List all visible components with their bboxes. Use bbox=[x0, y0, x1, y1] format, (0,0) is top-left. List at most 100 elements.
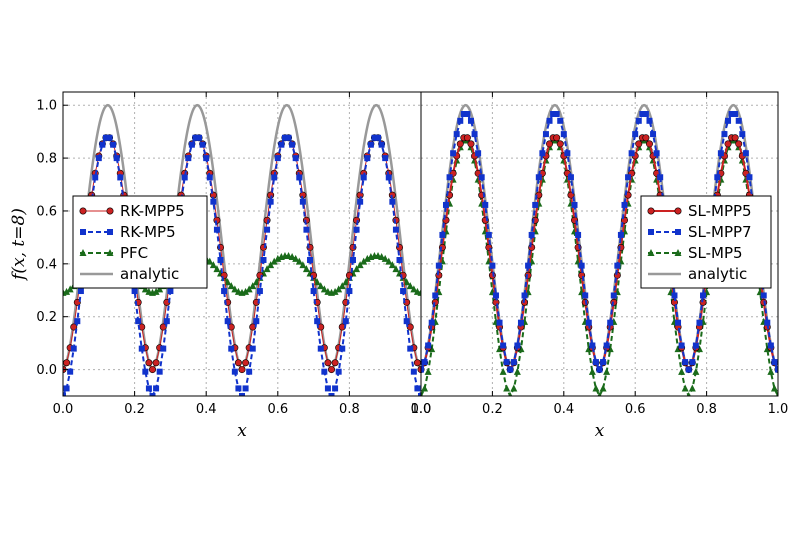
series-line bbox=[63, 136, 421, 396]
data-point bbox=[360, 257, 368, 265]
legend-label: analytic bbox=[120, 265, 179, 283]
legend-marker bbox=[106, 249, 114, 256]
data-point bbox=[599, 384, 607, 392]
data-point bbox=[546, 117, 553, 124]
data-point bbox=[242, 287, 250, 295]
data-point bbox=[578, 262, 585, 269]
data-point bbox=[403, 318, 410, 325]
data-point bbox=[639, 111, 646, 118]
x-tick-label: 0.4 bbox=[196, 402, 217, 417]
data-point bbox=[185, 155, 192, 162]
data-point bbox=[145, 359, 153, 367]
data-point bbox=[263, 265, 271, 273]
data-point bbox=[217, 256, 224, 263]
data-point bbox=[375, 134, 382, 141]
data-point bbox=[603, 342, 610, 349]
data-point bbox=[296, 174, 303, 181]
x-axis-label: x bbox=[237, 421, 247, 441]
data-point bbox=[642, 134, 650, 142]
data-point bbox=[560, 131, 567, 138]
data-point bbox=[221, 288, 228, 295]
data-point bbox=[492, 292, 499, 299]
data-point bbox=[331, 359, 339, 367]
data-point bbox=[307, 256, 314, 263]
data-point bbox=[152, 359, 160, 367]
legend-label: SL-MP5 bbox=[688, 244, 743, 262]
data-point bbox=[421, 366, 424, 373]
data-point bbox=[371, 134, 378, 141]
data-point bbox=[295, 257, 303, 265]
data-point bbox=[292, 254, 300, 262]
data-point bbox=[425, 342, 432, 349]
data-point bbox=[645, 140, 653, 148]
data-point bbox=[410, 368, 417, 375]
data-point bbox=[742, 150, 749, 157]
data-point bbox=[153, 385, 160, 392]
data-point bbox=[209, 261, 217, 269]
data-point bbox=[689, 359, 696, 366]
data-point bbox=[510, 384, 518, 392]
data-point bbox=[281, 134, 288, 141]
data-point bbox=[385, 174, 392, 181]
data-point bbox=[475, 150, 482, 157]
data-point bbox=[503, 384, 511, 392]
data-point bbox=[696, 319, 703, 326]
data-point bbox=[421, 384, 429, 392]
data-point bbox=[731, 134, 739, 142]
data-point bbox=[227, 282, 235, 290]
data-point bbox=[625, 174, 632, 181]
data-point bbox=[267, 198, 274, 205]
data-point bbox=[406, 282, 414, 290]
legend: SL-MPP5 SL-MPP7 SL-MP5 analytic bbox=[640, 195, 772, 289]
data-point bbox=[688, 384, 696, 392]
data-point bbox=[342, 318, 349, 325]
data-point bbox=[496, 319, 503, 326]
data-point bbox=[138, 345, 145, 352]
data-point bbox=[653, 150, 660, 157]
data-point bbox=[149, 393, 156, 396]
data-point bbox=[525, 262, 532, 269]
data-point bbox=[621, 201, 628, 208]
data-point bbox=[249, 345, 256, 352]
data-point bbox=[271, 174, 278, 181]
data-point bbox=[517, 319, 524, 326]
data-point bbox=[571, 201, 578, 208]
data-point bbox=[681, 384, 689, 392]
legend-label: SL-MPP7 bbox=[688, 223, 752, 241]
legend-label: RK-MP5 bbox=[120, 223, 176, 241]
data-point bbox=[396, 256, 403, 263]
data-point bbox=[328, 393, 335, 396]
data-point bbox=[92, 174, 99, 181]
data-point bbox=[278, 141, 285, 148]
data-point bbox=[700, 292, 707, 299]
data-point bbox=[349, 256, 356, 263]
axes-frame bbox=[420, 91, 779, 397]
data-point bbox=[156, 285, 164, 293]
data-point bbox=[242, 385, 249, 392]
data-point bbox=[767, 342, 774, 349]
data-point bbox=[507, 366, 514, 373]
x-tick-label: 0.6 bbox=[267, 402, 288, 417]
data-point bbox=[342, 278, 350, 286]
data-point bbox=[435, 262, 442, 269]
legend-marker bbox=[648, 229, 654, 235]
legend-marker bbox=[647, 249, 655, 256]
data-point bbox=[567, 174, 574, 181]
data-point bbox=[99, 141, 106, 148]
data-point bbox=[314, 318, 321, 325]
data-point bbox=[432, 292, 439, 299]
data-point bbox=[142, 368, 149, 375]
data-point bbox=[771, 359, 778, 366]
data-point bbox=[592, 359, 599, 366]
x-tick-label: 0.2 bbox=[482, 402, 503, 417]
legend-marker bbox=[80, 229, 86, 235]
data-point bbox=[213, 265, 221, 273]
data-point bbox=[500, 342, 507, 349]
data-point bbox=[764, 319, 771, 326]
data-point bbox=[95, 155, 102, 162]
data-point bbox=[152, 287, 160, 295]
x-tick-label: 0.0 bbox=[53, 402, 74, 417]
data-point bbox=[725, 117, 732, 124]
data-point bbox=[557, 117, 564, 124]
